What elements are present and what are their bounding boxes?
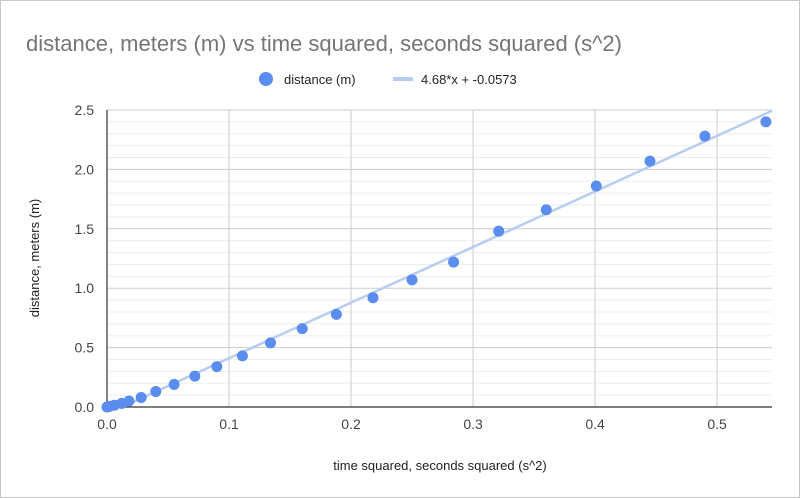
- data-point: [150, 386, 162, 398]
- data-point: [296, 323, 308, 335]
- data-point: [189, 370, 201, 382]
- x-tick-label: 0.2: [341, 416, 361, 432]
- trendline-line: [121, 109, 773, 409]
- y-tick-label: 1.5: [75, 221, 95, 237]
- y-tick-labels: 0.0 0.5 1.0 1.5 2.0 2.5: [75, 102, 95, 415]
- data-point: [699, 130, 711, 142]
- gridlines: [107, 109, 772, 407]
- legend: distance (m) 4.68*x + -0.0573: [259, 72, 517, 87]
- axes: [106, 110, 772, 408]
- data-point: [330, 308, 342, 320]
- legend-marker-trendline: [393, 77, 413, 81]
- trendline: [121, 109, 773, 409]
- data-points: [101, 116, 772, 413]
- chart-title: distance, meters (m) vs time squared, se…: [26, 31, 622, 56]
- data-point: [406, 274, 418, 286]
- data-point: [590, 180, 602, 192]
- legend-label-trendline: 4.68*x + -0.0573: [421, 72, 517, 87]
- data-point: [540, 204, 552, 216]
- y-tick-label: 0.5: [75, 340, 95, 356]
- data-point: [265, 337, 277, 349]
- data-point: [493, 225, 505, 237]
- y-tick-label: 2.0: [75, 161, 95, 177]
- y-tick-label: 2.5: [75, 102, 95, 118]
- x-tick-label: 0.3: [463, 416, 483, 432]
- data-point: [135, 391, 147, 403]
- x-tick-label: 0.1: [219, 416, 239, 432]
- x-axis-label: time squared, seconds squared (s^2): [333, 458, 546, 473]
- y-tick-label: 1.0: [75, 280, 95, 296]
- data-point: [211, 361, 223, 373]
- y-tick-label: 0.0: [75, 399, 95, 415]
- data-point: [448, 256, 460, 268]
- x-tick-label: 0.0: [97, 416, 117, 432]
- legend-label-distance: distance (m): [284, 72, 356, 87]
- data-point: [367, 292, 379, 304]
- data-point: [123, 395, 135, 407]
- data-point: [760, 116, 772, 128]
- x-tick-labels: 0.0 0.1 0.2 0.3 0.4 0.5: [97, 416, 727, 432]
- x-tick-label: 0.4: [585, 416, 605, 432]
- data-point: [236, 350, 248, 362]
- x-tick-label: 0.5: [707, 416, 727, 432]
- legend-marker-distance: [259, 72, 273, 86]
- data-point: [168, 378, 180, 390]
- data-point: [644, 155, 656, 167]
- y-axis-label: distance, meters (m): [27, 199, 42, 317]
